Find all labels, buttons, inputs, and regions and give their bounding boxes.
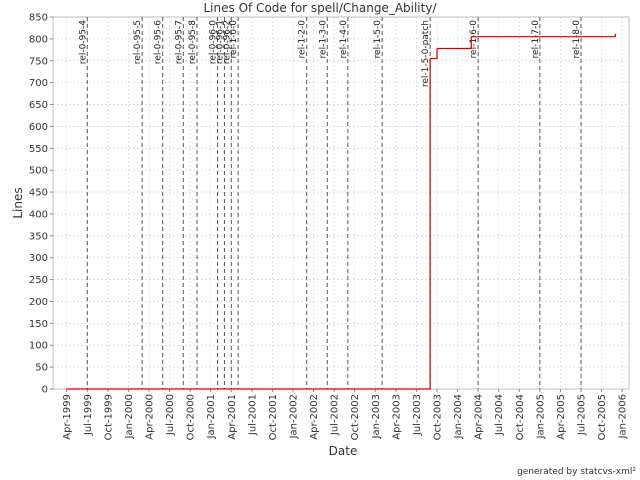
y-tick-label: 0 — [42, 385, 48, 396]
x-tick-label: Apr-2000 — [145, 394, 156, 440]
x-axis-label: Date — [329, 444, 358, 458]
release-label: rel-1-0-0 — [229, 20, 239, 59]
x-tick-label: Oct-2001 — [268, 394, 279, 440]
release-label: rel-1-8-0 — [572, 20, 582, 59]
x-tick-label: Jul-2004 — [494, 394, 505, 436]
release-label: rel-1-6-0 — [469, 20, 479, 59]
chart-title: Lines Of Code for spell/Change_Ability/ — [204, 1, 438, 15]
x-tick-label: Apr-1999 — [62, 394, 73, 440]
y-tick-label: 100 — [29, 341, 48, 352]
x-tick-label: Oct-2004 — [515, 394, 526, 440]
x-tick-label: Oct-2003 — [433, 394, 444, 440]
x-tick-label: Jan-2003 — [371, 394, 382, 439]
x-tick-label: Apr-2005 — [556, 394, 567, 440]
y-tick-label: 350 — [29, 231, 48, 242]
x-tick-label: Jul-2003 — [412, 394, 423, 436]
y-tick-label: 200 — [29, 297, 48, 308]
y-tick-label: 150 — [29, 319, 48, 330]
footer: generated by statcvs-xml² — [517, 467, 636, 477]
release-label: rel-0-95-4 — [78, 20, 88, 64]
y-tick-label: 600 — [29, 122, 48, 133]
x-tick-label: Oct-2005 — [597, 394, 608, 440]
release-label: rel-1-4-0 — [339, 20, 349, 59]
line-step — [437, 36, 472, 50]
release-label: rel-1-2-0 — [298, 20, 308, 59]
y-tick-label: 500 — [29, 166, 48, 177]
release-label: rel-1-3-0 — [318, 20, 328, 59]
y-tick-label: 50 — [35, 363, 48, 374]
release-label: rel-0-96-1 — [215, 20, 225, 64]
x-tick-label: Jan-2000 — [124, 394, 135, 439]
y-tick-label: 700 — [29, 78, 48, 89]
x-tick-label: Jul-2005 — [577, 394, 588, 436]
x-tick-label: Jan-2002 — [289, 394, 300, 439]
x-tick-label: Jul-2000 — [165, 394, 176, 436]
y-axis-label: Lines — [11, 187, 25, 218]
x-tick-label: Jul-1999 — [83, 394, 94, 436]
release-label: rel-0-96-0 — [209, 20, 219, 64]
y-tick-label: 300 — [29, 253, 48, 264]
x-tick-label: Apr-2003 — [391, 394, 402, 440]
x-tick-label: Jan-2005 — [535, 394, 546, 439]
y-tick-label: 550 — [29, 144, 48, 155]
x-tick-label: Oct-1999 — [103, 394, 114, 440]
x-tick-label: Jul-2001 — [247, 394, 258, 436]
line-step — [471, 33, 616, 38]
x-tick-label: Jan-2004 — [453, 394, 464, 439]
release-label: rel-1-5-0-patch — [421, 20, 431, 87]
x-tick-label: Jan-2006 — [618, 394, 629, 439]
y-tick-label: 400 — [29, 209, 48, 220]
x-tick-label: Apr-2002 — [309, 394, 320, 440]
release-label: rel-0-95-7 — [174, 20, 184, 64]
release-label: rel-1-7-0 — [531, 20, 541, 59]
y-tick-label: 800 — [29, 34, 48, 45]
y-tick-label: 650 — [29, 100, 48, 111]
x-tick-label: Apr-2001 — [227, 394, 238, 440]
line-step — [66, 58, 431, 390]
line-step — [430, 48, 438, 60]
release-label: rel-0-95-6 — [154, 20, 164, 64]
release-label: rel-1-5-0 — [373, 20, 383, 59]
y-tick-label: 850 — [29, 13, 48, 24]
x-tick-label: Oct-2000 — [186, 394, 197, 440]
release-label: rel-0-95-8 — [188, 20, 198, 64]
release-label: rel-0-96-2 — [222, 20, 232, 64]
release-label: rel-0-95-5 — [133, 20, 143, 64]
x-tick-label: Jan-2001 — [206, 394, 217, 439]
y-tick-label: 450 — [29, 188, 48, 199]
x-tick-label: Oct-2002 — [350, 394, 361, 440]
y-tick-label: 250 — [29, 275, 48, 286]
x-tick-label: Jul-2002 — [330, 394, 341, 436]
y-tick-label: 750 — [29, 56, 48, 67]
x-tick-label: Apr-2004 — [474, 394, 485, 440]
